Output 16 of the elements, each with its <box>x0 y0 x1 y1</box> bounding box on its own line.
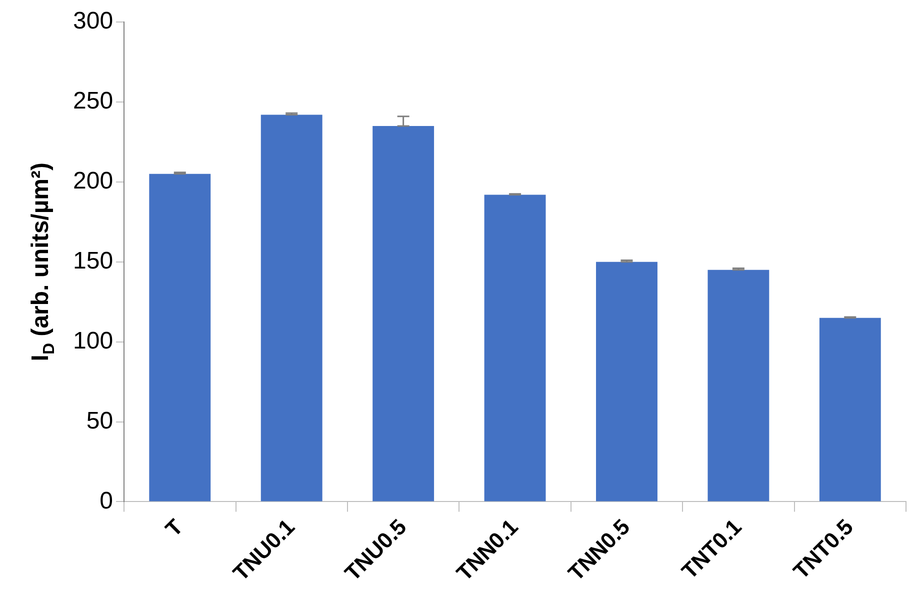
y-tick-label: 0 <box>100 487 114 514</box>
y-tick-label: 300 <box>72 8 114 35</box>
bar <box>372 126 434 502</box>
bar <box>819 318 881 502</box>
y-axis-title: ID (arb. units/µm²) <box>27 162 58 362</box>
y-tick-label: 100 <box>72 327 114 354</box>
bar <box>708 270 770 502</box>
x-tick-label: T <box>160 514 188 542</box>
y-tick-label: 50 <box>86 407 114 434</box>
bar <box>596 262 658 502</box>
bar <box>484 194 546 502</box>
y-tick-label: 200 <box>72 168 114 195</box>
bar <box>149 174 211 502</box>
y-tick-label: 250 <box>72 88 114 115</box>
y-tick-label: 150 <box>72 247 114 274</box>
bar <box>260 114 322 502</box>
